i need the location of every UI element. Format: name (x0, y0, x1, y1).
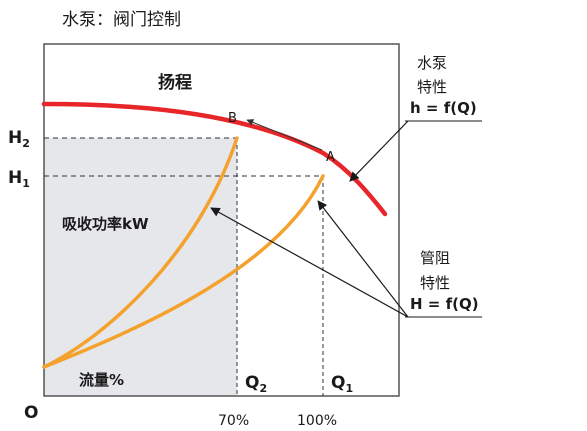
pipe-note-line2: 特性 (420, 274, 450, 292)
q2-label: Q2 (245, 373, 267, 395)
head-label: 扬程 (158, 72, 192, 93)
q2-sub: 2 (259, 382, 267, 395)
q1-sub: 1 (345, 382, 353, 395)
h2-sub: 2 (22, 137, 30, 150)
point-b-label: B (228, 111, 237, 126)
tick-70: 70% (218, 413, 249, 429)
h1-main: H (8, 168, 22, 188)
power-shaded-area (44, 138, 237, 396)
q1-main: Q (331, 373, 345, 393)
pump-curve (41, 101, 388, 217)
operating-point-arrow (246, 119, 323, 151)
h1-sub: 1 (22, 177, 30, 190)
q2-main: Q (245, 373, 259, 393)
h1-label: H1 (8, 168, 30, 190)
plot-frame (43, 43, 400, 397)
pump-note-pointer (349, 120, 409, 182)
flow-label: 流量% (79, 371, 124, 389)
q1-label: Q1 (331, 373, 353, 395)
pipe-note-pointer-open (317, 200, 409, 318)
pipe-note-line1: 管阻 (420, 249, 450, 267)
h2-label: H2 (8, 128, 30, 150)
pipe-note-pointer-throttled (210, 207, 409, 318)
power-label: 吸收功率kW (62, 215, 149, 233)
pump-note-formula: h = f(Q) (410, 99, 477, 117)
system-curve-open (42, 174, 325, 369)
pipe-note-formula: H = f(Q) (410, 295, 479, 313)
diagram-title: 水泵：阀门控制 (62, 10, 181, 30)
point-a-label: A (326, 150, 335, 165)
h2-main: H (8, 128, 22, 148)
pump-note-line2: 特性 (417, 78, 447, 96)
origin-label: O (24, 403, 38, 423)
system-curve-throttled (42, 136, 239, 369)
pump-note-line1: 水泵 (417, 54, 447, 72)
tick-100: 100% (297, 413, 337, 429)
